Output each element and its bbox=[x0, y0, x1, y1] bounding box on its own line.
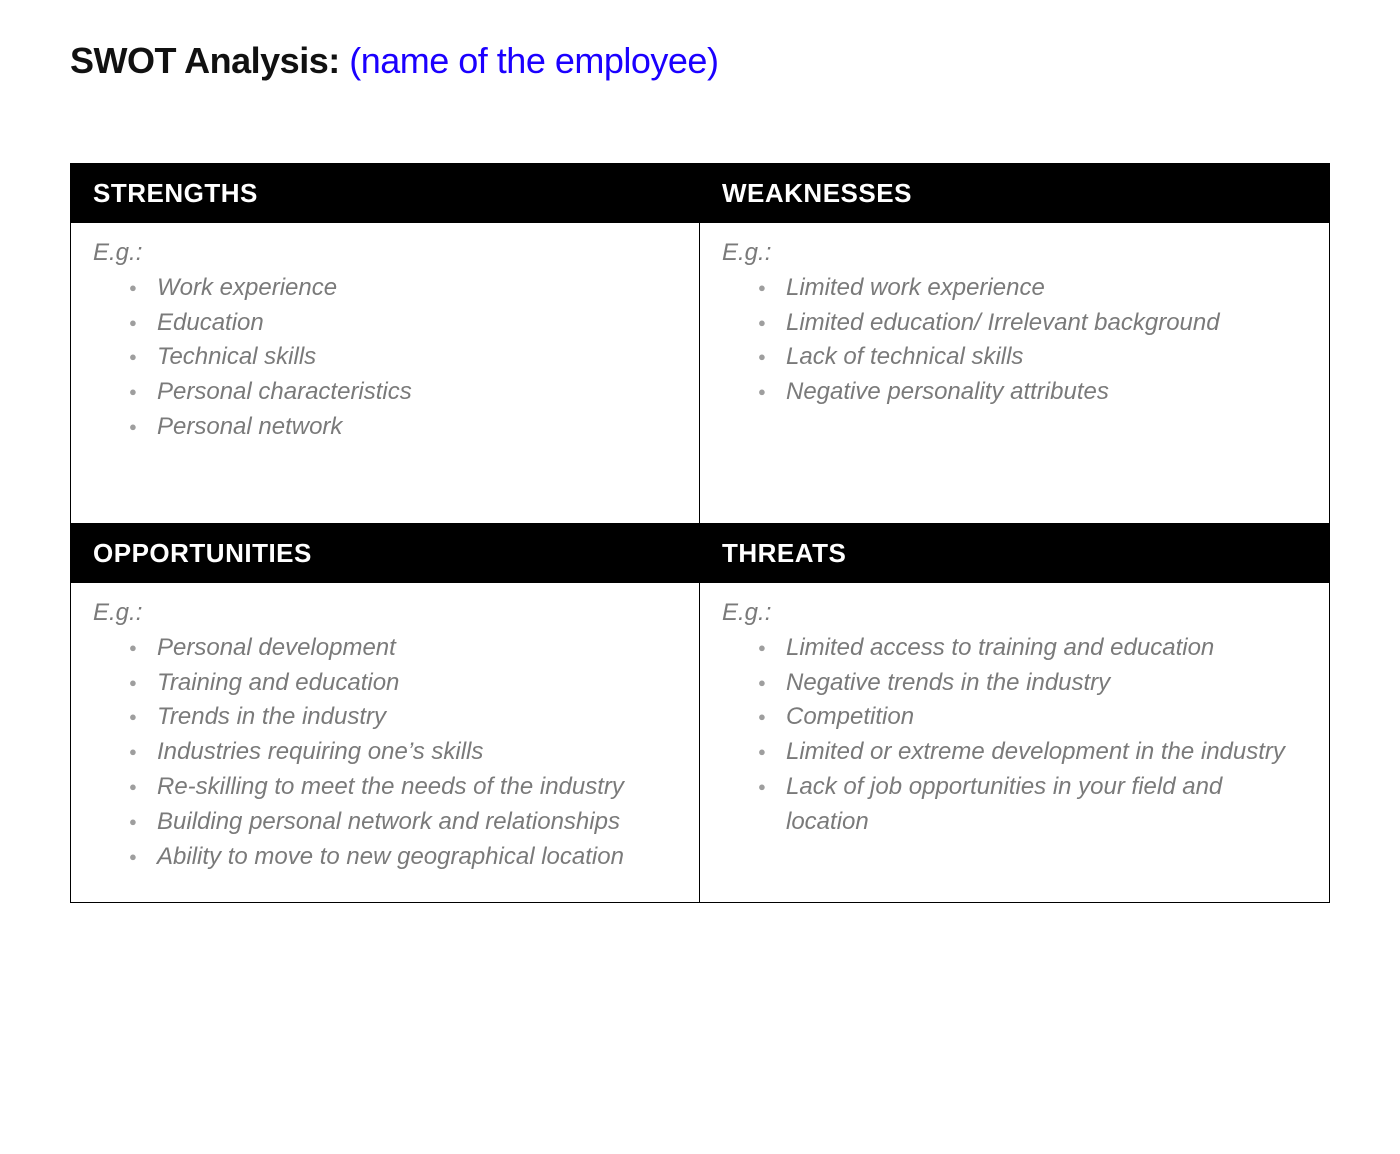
list-item: Competition bbox=[758, 700, 1307, 735]
list-item: Limited or extreme development in the in… bbox=[758, 735, 1307, 770]
list-item: Lack of technical skills bbox=[758, 340, 1307, 375]
list-item: Ability to move to new geographical loca… bbox=[129, 840, 677, 875]
list-item: Limited work experience bbox=[758, 271, 1307, 306]
list-item: Trends in the industry bbox=[129, 700, 677, 735]
quadrant-body-weaknesses: E.g.: Limited work experienceLimited edu… bbox=[700, 223, 1329, 523]
page-title: SWOT Analysis: (name of the employee) bbox=[70, 38, 1330, 85]
list-item: Work experience bbox=[129, 271, 677, 306]
list-item: Technical skills bbox=[129, 340, 677, 375]
quadrant-body-strengths: E.g.: Work experienceEducationTechnical … bbox=[71, 223, 699, 523]
list-item: Limited education/ Irrelevant background bbox=[758, 306, 1307, 341]
title-placeholder: (name of the employee) bbox=[349, 40, 718, 81]
list-item: Industries requiring one’s skills bbox=[129, 735, 677, 770]
list-item: Negative personality attributes bbox=[758, 375, 1307, 410]
list-item: Re-skilling to meet the needs of the ind… bbox=[129, 770, 677, 805]
quadrant-body-threats: E.g.: Limited access to training and edu… bbox=[700, 583, 1329, 883]
list-item: Personal network bbox=[129, 410, 677, 445]
swot-page: SWOT Analysis: (name of the employee) ST… bbox=[0, 0, 1400, 1154]
example-list-threats: Limited access to training and education… bbox=[758, 631, 1307, 840]
list-item: Negative trends in the industry bbox=[758, 666, 1307, 701]
list-item: Building personal network and relationsh… bbox=[129, 805, 677, 840]
quadrant-header-threats: THREATS bbox=[700, 524, 1329, 583]
eg-label: E.g.: bbox=[93, 239, 677, 267]
list-item: Limited access to training and education bbox=[758, 631, 1307, 666]
list-item: Lack of job opportunities in your field … bbox=[758, 770, 1307, 840]
quadrant-header-strengths: STRENGTHS bbox=[71, 164, 699, 223]
list-item: Personal development bbox=[129, 631, 677, 666]
list-item: Training and education bbox=[129, 666, 677, 701]
quadrant-weaknesses: WEAKNESSES E.g.: Limited work experience… bbox=[700, 164, 1329, 524]
eg-label: E.g.: bbox=[722, 599, 1307, 627]
example-list-weaknesses: Limited work experienceLimited education… bbox=[758, 271, 1307, 410]
example-list-opportunities: Personal developmentTraining and educati… bbox=[129, 631, 677, 875]
quadrant-body-opportunities: E.g.: Personal developmentTraining and e… bbox=[71, 583, 699, 903]
quadrant-strengths: STRENGTHS E.g.: Work experienceEducation… bbox=[71, 164, 700, 524]
quadrant-header-opportunities: OPPORTUNITIES bbox=[71, 524, 699, 583]
list-item: Personal characteristics bbox=[129, 375, 677, 410]
eg-label: E.g.: bbox=[722, 239, 1307, 267]
title-prefix: SWOT Analysis: bbox=[70, 40, 340, 81]
quadrant-threats: THREATS E.g.: Limited access to training… bbox=[700, 524, 1329, 903]
swot-grid: STRENGTHS E.g.: Work experienceEducation… bbox=[70, 163, 1330, 904]
example-list-strengths: Work experienceEducationTechnical skills… bbox=[129, 271, 677, 445]
quadrant-opportunities: OPPORTUNITIES E.g.: Personal development… bbox=[71, 524, 700, 903]
list-item: Education bbox=[129, 306, 677, 341]
quadrant-header-weaknesses: WEAKNESSES bbox=[700, 164, 1329, 223]
eg-label: E.g.: bbox=[93, 599, 677, 627]
